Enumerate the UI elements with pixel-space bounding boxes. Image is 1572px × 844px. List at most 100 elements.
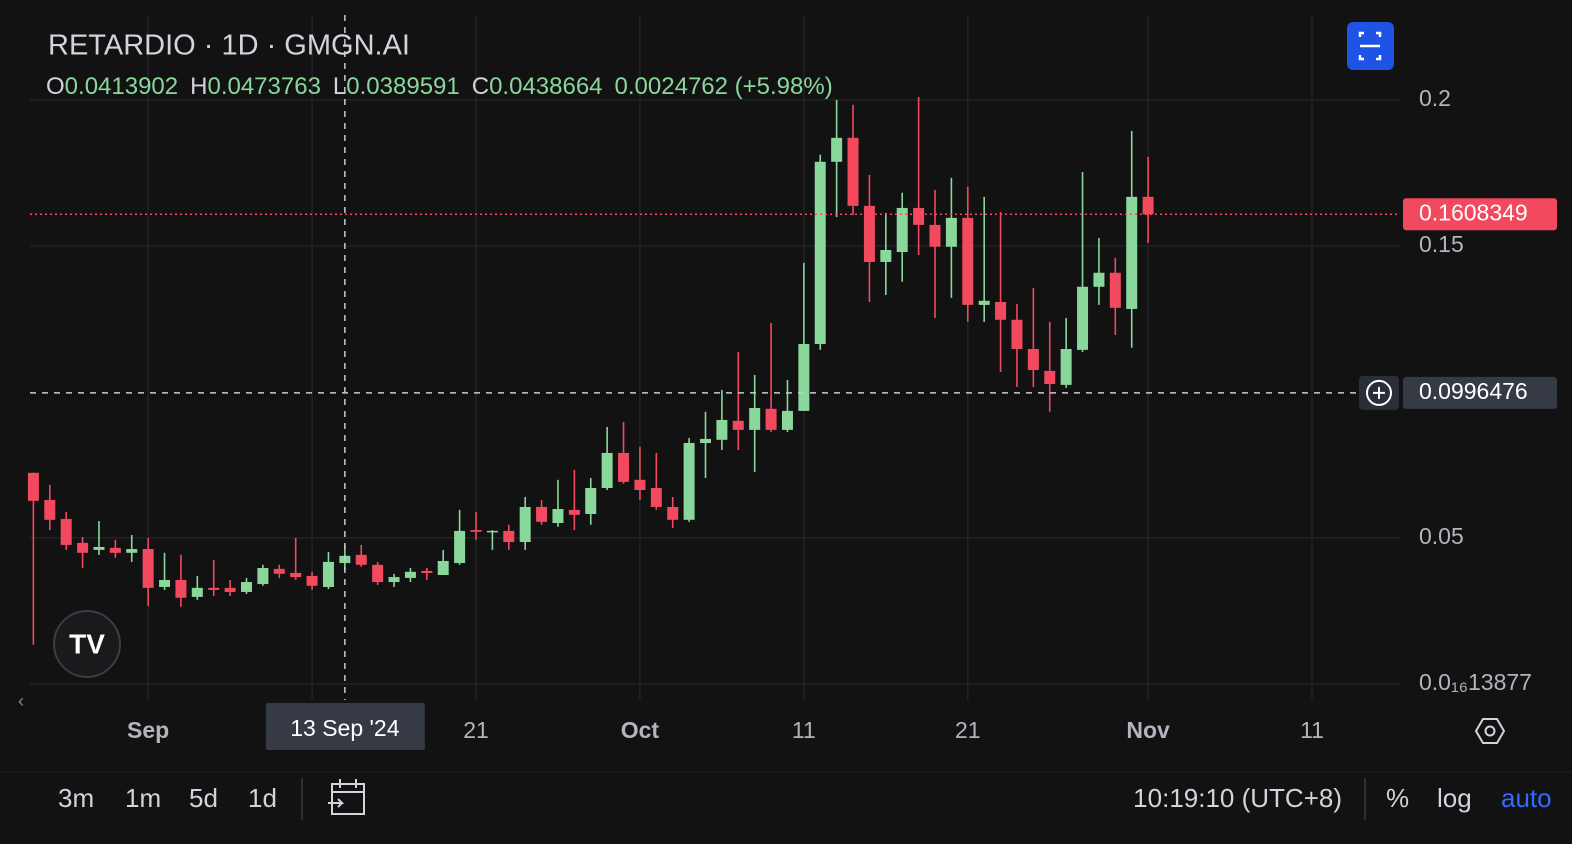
candle-body [290,572,302,578]
candle-body [749,407,761,430]
crosshair-price-box [1403,376,1557,409]
candle-body [618,452,630,482]
candle-body [142,549,154,588]
candle-body [732,420,744,430]
ohlc-label: O [46,73,65,100]
crosshair-date-label: 13 Sep '24 [290,715,399,741]
candle-body [1011,319,1023,349]
candle-body [1044,370,1056,385]
scale-option[interactable]: log [1437,783,1472,813]
add-alert-plus [1373,386,1385,399]
candle-body [634,479,646,491]
candle-body [781,410,793,430]
ohlc-label: L [333,73,346,100]
candle-body [896,207,908,253]
x-tick-label: 21 [955,717,981,743]
range-button[interactable]: 1m [125,783,161,813]
last-price-label: 0.1608349 [1419,199,1528,225]
x-tick-label: 21 [463,717,489,743]
candle-body [44,499,56,520]
y-tick-label: 0.15 [1419,231,1464,257]
candle-body [913,207,925,225]
candle-body [650,487,662,507]
candle-body [470,530,482,532]
last-price-box [1403,198,1557,231]
ohlc-value: 0.0438664 [489,73,602,100]
candle-body [585,487,597,514]
candle-body [798,344,810,411]
settings-icon[interactable] [1474,718,1506,744]
logo-mark: TV [69,628,105,659]
candle-body [847,137,859,206]
crosshair-date-box [265,703,425,750]
candle-body [126,549,138,553]
candle-body [552,509,564,524]
candle-body [683,443,695,520]
candle-body [700,438,711,444]
candle-body [109,547,121,553]
candle-body [93,546,105,550]
candle-body [1060,348,1072,385]
range-button[interactable]: 1d [248,783,277,813]
ohlc-label: C [472,73,489,100]
candle-body [667,506,679,520]
candle-body [486,530,498,533]
range-button[interactable]: 3m [58,783,94,813]
candle-body [863,205,875,262]
candle-body [716,419,728,440]
candle-body [929,224,941,247]
candle-body [1142,196,1154,215]
candle-body [831,137,843,162]
clock: 10:19:10 (UTC+8) [1133,783,1342,813]
candle-body [437,560,449,576]
ohlc-change: 0.0024762 (+5.98%) [615,73,833,100]
chart-title: RETARDIO · 1D · GMGN.AI [48,30,410,62]
ohlc-legend: O0.0413902 H0.0473763 L0.0389591 C0.0438664… [46,73,833,100]
candle-body [880,249,892,262]
candle-body [978,300,990,305]
candle-body [388,577,400,583]
candle-body [945,217,957,247]
toolbar: 3m 1m 5d 1d 10:19:10 (UTC+8)% log auto [58,778,1552,820]
scale-option[interactable]: auto [1501,783,1552,813]
candle-body [159,579,171,587]
candle-body [962,217,974,305]
candle-body [519,506,531,543]
scroll-left[interactable]: ‹ [18,691,24,711]
candle-body [77,542,89,553]
candle-body [404,571,416,578]
date-range-icon[interactable] [328,779,365,815]
candle-body [355,554,367,565]
x-tick-label: Nov [1126,717,1170,743]
x-tick-label: 11 [792,717,816,743]
candle-body [1027,348,1039,371]
scale-option[interactable]: % [1386,783,1409,813]
ohlc-value: 0.0413902 [65,73,178,100]
candle-body [191,587,203,597]
candle-body [421,570,433,573]
overlay: 0.0₁₆138770.050.150.2Sep1121Oct1121Nov11… [30,15,1557,750]
x-tick-label: Oct [621,717,660,743]
candles [27,96,1154,645]
fullscreen-icon [1358,31,1382,61]
crosshair-price-label: 0.0996476 [1419,378,1528,404]
candle-body [27,472,39,501]
candle-body [454,530,466,564]
candle-body [536,506,548,522]
range-button[interactable]: 5d [189,783,218,813]
y-tick-label: 0.05 [1419,523,1464,549]
candle-body [503,530,515,543]
add-alert-icon [1366,379,1392,406]
candle-body [208,587,220,590]
candle-body [322,561,334,587]
ohlc-value: 0.0473763 [207,73,320,100]
logo[interactable] [53,610,121,678]
candle-body [765,408,777,430]
x-tick-label: 11 [1300,717,1324,743]
candle-body [175,579,187,598]
candle-body [60,518,72,545]
grid [30,15,1400,700]
candle-body [1093,272,1105,287]
ohlc-label: H [190,73,207,100]
